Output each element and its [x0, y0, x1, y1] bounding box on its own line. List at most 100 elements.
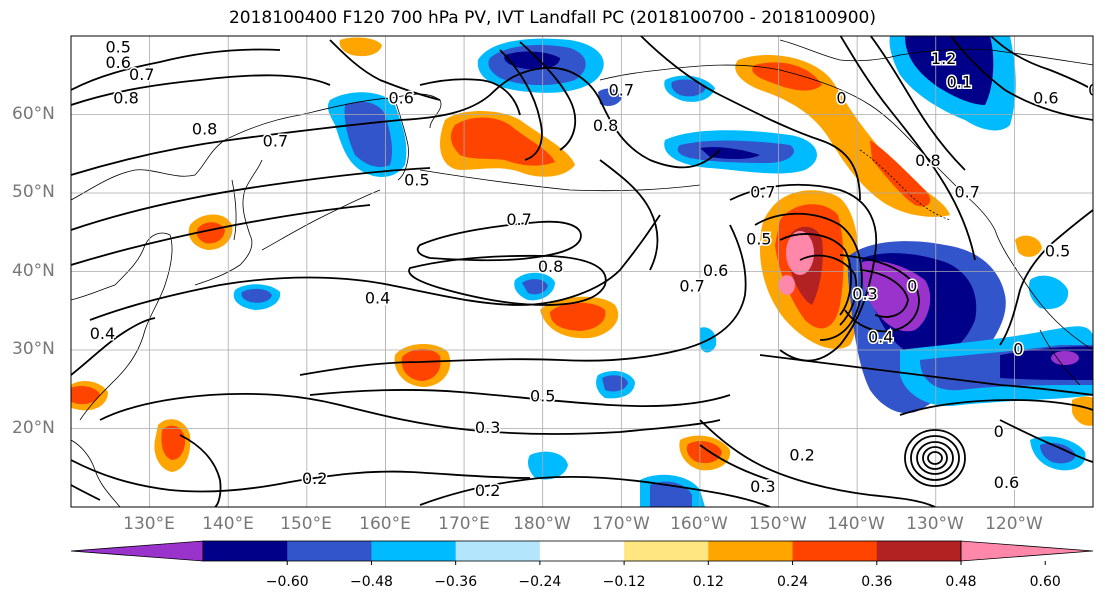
- pv-contour: [759, 354, 1093, 396]
- colorbar-tick-label: −0.24: [518, 574, 561, 590]
- contour-label: 0.5: [746, 230, 771, 249]
- pv-contour: [419, 475, 771, 507]
- contour-label: 0.7: [679, 277, 704, 296]
- map-frame: [70, 35, 1094, 508]
- colorbar-extend-min: [70, 540, 204, 562]
- anomaly-negative-east-inner: [861, 260, 931, 332]
- pc-anomaly-fill-layer: [71, 36, 1093, 507]
- pv-contour: [729, 183, 878, 362]
- contour-label: 0: [836, 88, 846, 107]
- colorbar-segment: [708, 541, 794, 561]
- pv-contour-layer: [71, 36, 1093, 507]
- contour-label: 0.4: [90, 324, 115, 343]
- colorbar-tick-label: 0.36: [861, 574, 892, 590]
- colorbar-tick-label: 0.60: [1030, 574, 1061, 590]
- lon-label: 180°W: [513, 514, 571, 534]
- contour-label: 0.5: [530, 387, 555, 406]
- pv-contour: [949, 36, 1093, 121]
- anomaly-positive-coast-core: [870, 140, 931, 207]
- lon-label: 130°W: [906, 514, 964, 534]
- contour-label: 0.5: [1045, 241, 1070, 260]
- contour-label: 0.6: [388, 88, 413, 107]
- contour-label: 0.4: [868, 328, 893, 347]
- pv-contour: [839, 254, 920, 333]
- lon-label: 170°E: [438, 514, 490, 534]
- contour-label: 0: [1013, 340, 1023, 359]
- contour-label: 0.6: [105, 53, 130, 72]
- lon-label: 170°W: [592, 514, 650, 534]
- colorbar-segment: [203, 541, 288, 561]
- contour-label: 0.1: [947, 73, 972, 92]
- anomaly-negative-north-small: [598, 88, 622, 106]
- contour-label: 0.2: [302, 469, 327, 488]
- pv-contour: [416, 220, 582, 262]
- contour-label: 0.7: [506, 210, 531, 229]
- colorbar-segment: [624, 541, 709, 561]
- contour-label: 0.6: [994, 473, 1019, 492]
- lon-label: 160°E: [359, 514, 411, 534]
- lon-label: 140°E: [202, 514, 254, 534]
- pv-contour: [869, 36, 966, 171]
- contour-label: 0: [994, 422, 1004, 441]
- colorbar-tick-label: −0.60: [266, 574, 309, 590]
- contour-label-layer: 0.50.60.70.80.80.70.60.50.40.40.70.80.80…: [88, 36, 1105, 501]
- pv-contour: [71, 67, 721, 176]
- contour-label: 0.3: [475, 418, 500, 437]
- pv-contour: [859, 269, 909, 318]
- lon-label: 130°E: [123, 514, 175, 534]
- contour-label: 1.2: [931, 49, 956, 68]
- contour-label: 0.8: [538, 257, 563, 276]
- pv-contour: [89, 214, 661, 321]
- coastline-alaska: [599, 64, 996, 231]
- contour-label: 0.8: [593, 116, 618, 135]
- pv-contour: [779, 233, 852, 316]
- coastline-alaska-north: [779, 39, 1093, 66]
- pv-contour: [839, 36, 976, 261]
- contour-label: 0: [907, 277, 917, 296]
- colorbar-segment: [287, 541, 372, 561]
- contour-label: 0.4: [365, 288, 390, 307]
- coastline-baja: [1039, 329, 1081, 386]
- contour-label: 0.7: [954, 183, 979, 202]
- coastline-kuril: [261, 189, 381, 251]
- contour-label: 0.6: [1033, 88, 1058, 107]
- anomaly-positive-north-small: [339, 37, 382, 57]
- contour-label: 0.2: [475, 481, 500, 500]
- contour-label: 0.3: [852, 285, 877, 304]
- lon-label: 120°W: [985, 514, 1043, 534]
- anomaly-positive-se: [1072, 396, 1093, 426]
- pv-contour: [299, 224, 747, 376]
- pv-contour: [71, 204, 371, 266]
- pv-contour: [754, 212, 863, 341]
- pv-contour: [179, 434, 222, 507]
- pv-contour: [899, 399, 1093, 416]
- contour-label: 0.3: [1088, 80, 1105, 99]
- pv-contour: [499, 49, 543, 161]
- pv-contour: [71, 317, 156, 376]
- colorbar-segment: [792, 541, 878, 561]
- pv-contour-cyclone: [904, 429, 966, 487]
- pv-contour: [99, 392, 721, 435]
- lon-label: 160°W: [670, 514, 728, 534]
- pv-contour: [519, 41, 577, 151]
- pv-contour: [419, 78, 521, 116]
- lon-label: 140°W: [827, 514, 885, 534]
- lat-label: 20°N: [12, 418, 55, 438]
- pv-contour: [71, 459, 531, 493]
- pv-contour: [309, 388, 731, 408]
- lon-label: 150°E: [280, 514, 332, 534]
- pv-contour: [639, 36, 861, 201]
- lat-label: 40°N: [12, 261, 55, 281]
- pv-contour: [799, 254, 858, 326]
- colorbar-tick-label: 0.12: [693, 574, 724, 590]
- lon-label: 150°W: [749, 514, 807, 534]
- colorbar-tick-label: −0.12: [603, 574, 646, 590]
- colorbar-tick-label: 0.48: [945, 574, 976, 590]
- pv-contour: [71, 74, 331, 106]
- coastline-north-america: [994, 229, 1093, 351]
- pv-contour: [989, 36, 1093, 91]
- contour-label: 0.5: [404, 171, 429, 190]
- contour-label: 0.8: [915, 151, 940, 170]
- coastline-kamchatka: [394, 99, 409, 181]
